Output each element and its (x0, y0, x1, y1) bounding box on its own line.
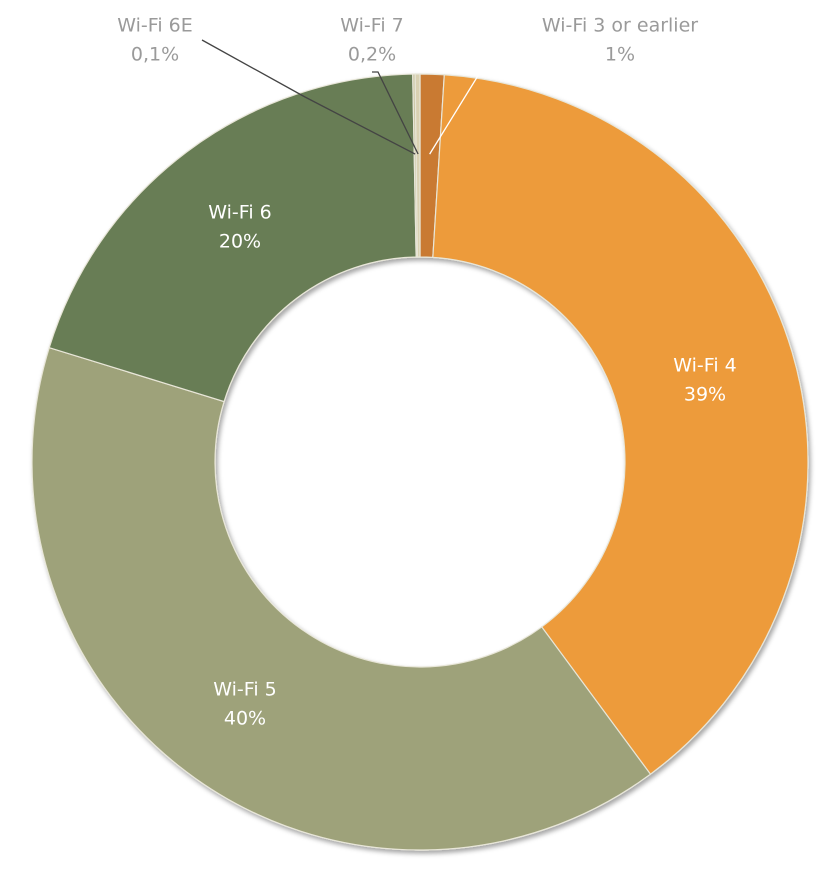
leader-line (372, 71, 419, 155)
slice-value-label: 39% (684, 384, 726, 406)
slice-value-label: 1% (605, 44, 635, 66)
labels: Wi-Fi 3 or earlier 1% Wi-Fi 4 39% Wi-Fi 5 40%… (117, 15, 736, 730)
slice-value-label: 0,2% (348, 44, 396, 66)
donut-slice (31, 346, 652, 851)
slice-label: Wi-Fi 4 (673, 355, 736, 377)
slice-label: Wi-Fi 5 (213, 679, 276, 701)
slice-value-label: 0,1% (131, 44, 179, 66)
donut-slice (414, 73, 421, 258)
slice-label: Wi-Fi 3 or earlier (542, 15, 698, 37)
slice-value-label: 40% (224, 708, 266, 730)
leader-line (429, 39, 520, 155)
slice-label: Wi-Fi 7 (340, 15, 403, 37)
slice-label: Wi-Fi 6E (117, 15, 192, 37)
slice-label: Wi-Fi 6 (208, 202, 271, 224)
leader-line (201, 39, 416, 155)
donut-slice (432, 74, 809, 776)
slice-value-label: 20% (219, 231, 261, 253)
donut (31, 73, 809, 851)
